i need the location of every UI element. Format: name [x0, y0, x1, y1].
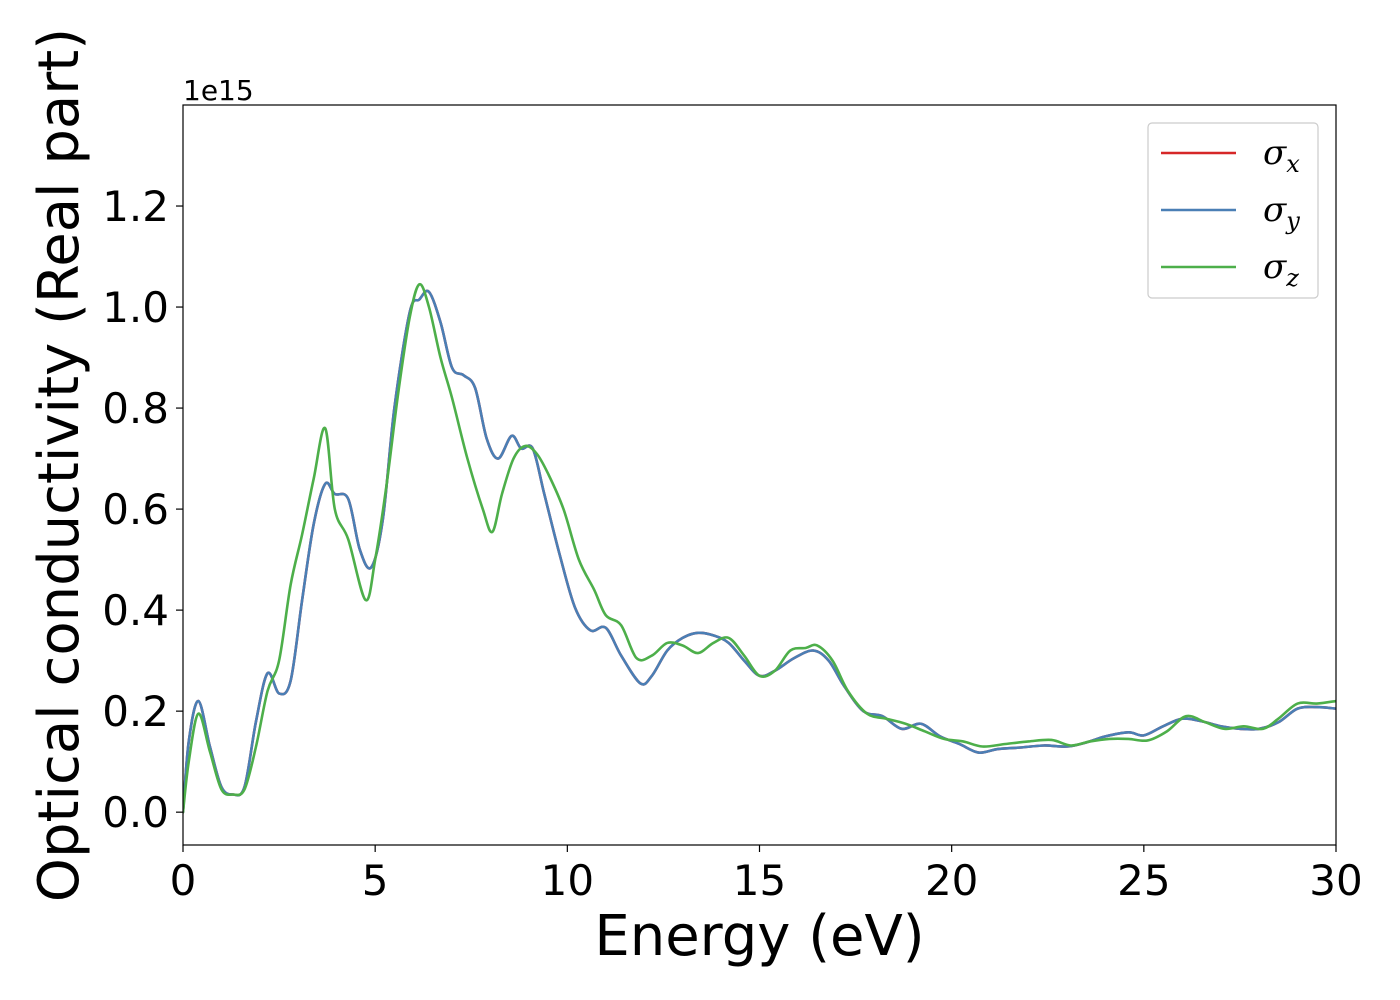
y-axis-offset-label: 1e15	[183, 74, 254, 107]
y-axis-ticks: 0.0 0.2 0.4 0.6 0.8 1.0 1.2	[102, 182, 183, 837]
legend-label-z: σz	[1263, 247, 1299, 292]
x-axis-ticks: 0 5 10 15 20 25 30	[170, 845, 1363, 905]
y-tick-label: 0.0	[102, 788, 169, 837]
x-tick-label: 5	[362, 856, 389, 905]
y-tick-label: 0.6	[102, 485, 169, 534]
x-axis-label: Energy (eV)	[594, 904, 924, 969]
x-tick-label: 25	[1117, 856, 1170, 905]
y-tick-label: 0.8	[102, 384, 169, 433]
x-tick-label: 30	[1309, 856, 1362, 905]
legend-label-x: σx	[1263, 133, 1300, 178]
x-tick-label: 0	[170, 856, 197, 905]
legend: σx σy σz	[1147, 122, 1319, 299]
series-line-z	[183, 283, 1336, 814]
x-tick-label: 10	[541, 856, 594, 905]
x-tick-label: 15	[733, 856, 786, 905]
y-tick-label: 0.2	[102, 687, 169, 736]
y-axis-label: Optical conductivity (Real part)	[27, 28, 92, 902]
series-layer	[183, 283, 1336, 814]
y-tick-label: 0.4	[102, 586, 169, 635]
y-tick-label: 1.2	[102, 182, 169, 231]
y-tick-label: 1.0	[102, 283, 169, 332]
x-tick-label: 20	[925, 856, 978, 905]
legend-label-y: σy	[1263, 190, 1300, 235]
